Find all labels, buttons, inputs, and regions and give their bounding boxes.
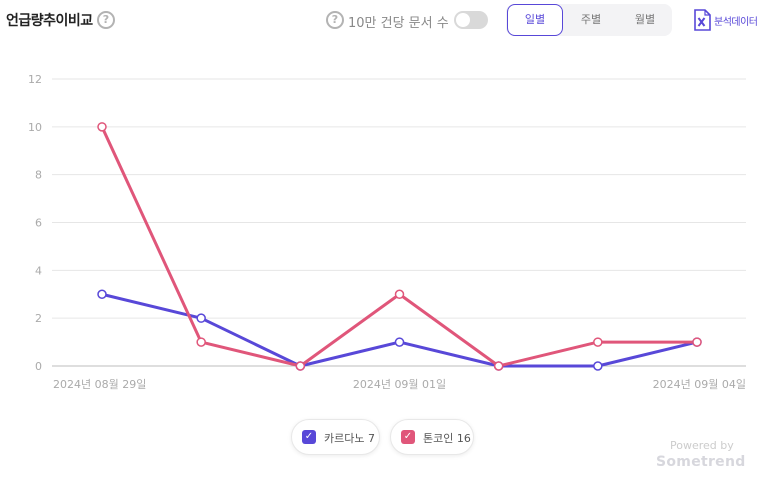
data-point <box>196 313 206 323</box>
data-point <box>394 289 405 299</box>
chart-series <box>97 122 702 371</box>
x-tick-label: 2024년 09월 01일 <box>353 377 446 391</box>
y-tick-label: 4 <box>35 264 42 277</box>
tab-daily[interactable]: 일별 <box>507 4 563 36</box>
normalize-toggle[interactable] <box>454 11 488 29</box>
y-tick-label: 0 <box>35 360 42 373</box>
export-data-label: 분석데이터 <box>714 17 758 28</box>
checkbox-icon: ✓ <box>302 430 316 444</box>
y-tick-label: 8 <box>35 169 42 182</box>
legend-item-toncoin[interactable]: ✓ 톤코인 16 <box>390 419 474 455</box>
powered-by-text: Powered by <box>670 439 734 452</box>
data-point <box>493 361 504 371</box>
tab-monthly[interactable]: 월별 <box>634 13 656 26</box>
y-axis: 12 10 8 6 4 2 0 <box>28 73 42 373</box>
y-tick-label: 10 <box>28 121 42 134</box>
excel-download-icon <box>694 9 711 31</box>
legend-label: 톤코인 16 <box>423 432 471 445</box>
legend-item-cardano[interactable]: ✓ 카르다노 7 <box>291 419 380 455</box>
export-data-button[interactable]: 분석데이터 <box>693 9 763 31</box>
data-point <box>196 337 206 347</box>
y-tick-label: 2 <box>35 312 42 325</box>
data-point <box>692 337 702 347</box>
chart-title: 언급량추이비교 <box>6 13 93 29</box>
x-axis: 2024년 08월 29일 2024년 09월 01일 2024년 09월 04일 <box>53 377 746 391</box>
y-tick-label: 6 <box>35 217 42 230</box>
help-icon[interactable]: ? <box>97 11 115 29</box>
data-point <box>97 289 107 299</box>
data-point <box>295 361 306 371</box>
period-selector: 일별 주별 월별 <box>506 4 672 36</box>
x-tick-label: 2024년 09월 04일 <box>653 377 746 391</box>
normalize-toggle-label: 10만 건당 문서 수 <box>348 16 449 31</box>
tab-weekly[interactable]: 주별 <box>580 13 602 26</box>
y-tick-label: 12 <box>28 73 42 86</box>
series-line <box>100 125 699 368</box>
chart-grid <box>52 78 746 367</box>
data-point <box>394 337 405 347</box>
data-point <box>593 361 603 371</box>
data-point <box>97 122 107 132</box>
x-tick-label: 2024년 08월 29일 <box>53 377 146 391</box>
toggle-knob <box>456 13 470 27</box>
legend-label: 카르다노 7 <box>324 432 375 445</box>
series-line <box>100 292 699 368</box>
brand-logo: Sometrend <box>656 454 746 470</box>
checkbox-icon: ✓ <box>401 430 415 444</box>
data-point <box>593 337 603 347</box>
chart-header: 언급량추이비교 ? ? 10만 건당 문서 수 일별 주별 월별 분석데이터 <box>0 0 765 40</box>
help-icon[interactable]: ? <box>326 11 344 29</box>
